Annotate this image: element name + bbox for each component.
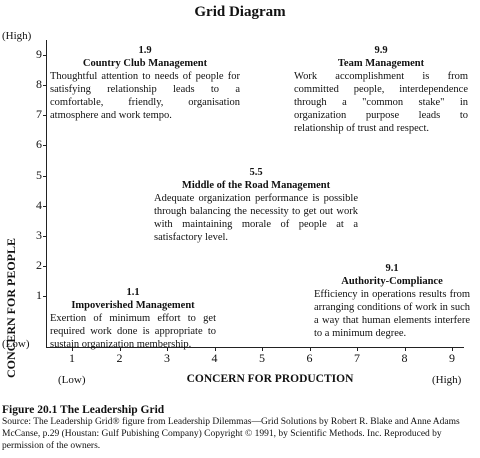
y-tick-label: 9 (36, 47, 42, 61)
style-name: Middle of the Road Management (181, 180, 331, 191)
y-tick-label: 4 (36, 197, 42, 212)
x-tick-mark (452, 347, 453, 351)
y-axis-low-label: (Low) (2, 338, 30, 350)
y-tick-label: 8 (36, 77, 42, 92)
style-name: Impoverished Management (71, 300, 195, 311)
style-team: 9.9 Team Management Work accomplishment … (294, 44, 468, 135)
y-tick-mark (43, 85, 47, 87)
x-tick-mark (309, 347, 311, 351)
x-tick-mark (262, 347, 263, 351)
y-tick-label: 1 (36, 288, 42, 302)
style-score: 5.5 (249, 167, 263, 178)
y-tick-mark (43, 265, 47, 267)
x-tick-label: 5 (259, 351, 265, 365)
x-tick-label: 7 (354, 351, 360, 365)
y-tick-label: 2 (36, 257, 42, 272)
style-middle-of-the-road: 5.5 Middle of the Road Management Adequa… (154, 166, 358, 244)
y-tick-mark (43, 205, 47, 207)
style-name: Team Management (337, 58, 425, 69)
style-description: Work accomplishment is from committed pe… (294, 71, 468, 134)
style-score: 9.1 (385, 263, 399, 274)
y-tick-label: 3 (36, 227, 42, 242)
style-description: Exertion of minimum effort to get requir… (50, 313, 216, 350)
x-tick-label: 3 (164, 351, 170, 365)
y-axis-title-text: CONCERN FOR PEOPLE (4, 237, 18, 379)
x-tick-mark (404, 347, 406, 351)
y-tick-label: 7 (36, 107, 42, 122)
y-axis-high-label: (High) (2, 30, 32, 42)
x-tick-label: 4 (211, 351, 218, 365)
figure-caption: Figure 20.1 The Leadership Grid Source: … (2, 404, 478, 452)
y-tick-label: 5 (36, 167, 42, 182)
style-score: 1.1 (126, 287, 140, 298)
y-tick-mark (43, 296, 47, 297)
style-description: Thoughtful attention to needs of people … (50, 71, 240, 121)
style-score: 1.9 (138, 45, 152, 56)
x-tick-label: 1 (69, 351, 75, 365)
style-description: Efficiency in operations results from ar… (314, 289, 470, 339)
x-tick-mark (357, 347, 358, 351)
style-impoverished: 1.1 Impoverished Management Exertion of … (50, 286, 216, 351)
x-axis-low-label: (Low) (58, 374, 86, 386)
style-name: Authority-Compliance (341, 276, 443, 287)
y-tick-mark (43, 55, 47, 56)
x-axis-title: CONCERN FOR PRODUCTION (186, 373, 354, 385)
x-tick-mark (72, 347, 73, 351)
x-axis-high-label: (High) (432, 374, 462, 386)
x-tick-mark (214, 347, 216, 351)
style-description: Adequate organization performance is pos… (154, 193, 358, 243)
x-tick-label: 9 (449, 351, 455, 365)
x-tick-mark (119, 347, 121, 351)
diagram-title: Grid Diagram (194, 4, 286, 20)
grid-axes-frame (46, 40, 464, 348)
x-tick-label: 8 (401, 351, 408, 365)
figure-title: Figure 20.1 The Leadership Grid (2, 404, 165, 416)
style-name: Country Club Management (82, 58, 208, 69)
x-tick-label: 6 (306, 351, 313, 365)
y-tick-mark (43, 145, 47, 147)
style-country-club: 1.9 Country Club Management Thoughtful a… (50, 44, 240, 122)
y-axis-title: CONCERN FOR PEOPLE (4, 238, 26, 378)
y-tick-mark (43, 115, 47, 117)
y-tick-mark (43, 235, 47, 237)
y-tick-label: 6 (36, 137, 42, 152)
y-tick-mark (43, 175, 47, 177)
figure-source: Source: The Leadership Grid® figure from… (2, 417, 460, 451)
style-score: 9.9 (374, 45, 388, 56)
x-tick-label: 2 (116, 351, 123, 365)
x-tick-mark (167, 347, 168, 351)
style-authority-compliance: 9.1 Authority-Compliance Efficiency in o… (314, 262, 470, 340)
